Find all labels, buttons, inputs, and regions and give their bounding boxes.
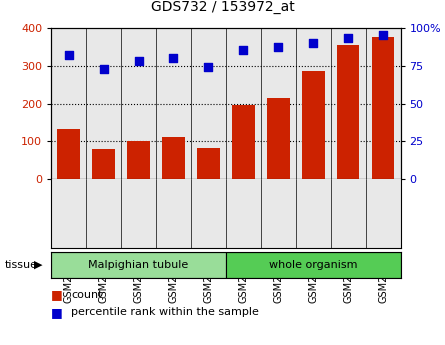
Point <box>380 32 387 38</box>
Text: Malpighian tubule: Malpighian tubule <box>89 260 189 270</box>
Point <box>240 48 247 53</box>
Bar <box>57 129 80 179</box>
Text: tissue: tissue <box>4 260 37 270</box>
Text: count: count <box>71 290 103 300</box>
Bar <box>337 45 360 179</box>
Point <box>170 55 177 61</box>
Bar <box>197 148 220 179</box>
Bar <box>267 98 290 179</box>
Point <box>275 45 282 50</box>
Point <box>205 64 212 70</box>
Text: percentile rank within the sample: percentile rank within the sample <box>71 307 259 317</box>
Point <box>344 36 352 41</box>
Point <box>310 40 317 46</box>
Bar <box>51 252 226 278</box>
Bar <box>232 105 255 179</box>
Bar <box>372 37 394 179</box>
Text: ■: ■ <box>51 306 63 319</box>
Text: ■: ■ <box>51 288 63 302</box>
Bar <box>162 137 185 179</box>
Bar <box>226 252 400 278</box>
Point <box>100 66 107 71</box>
Point <box>65 52 72 58</box>
Text: ▶: ▶ <box>33 260 42 270</box>
Bar <box>302 71 324 179</box>
Text: whole organism: whole organism <box>269 260 357 270</box>
Bar <box>92 149 115 179</box>
Point <box>135 58 142 64</box>
Bar <box>127 141 150 179</box>
Text: GDS732 / 153972_at: GDS732 / 153972_at <box>150 0 295 14</box>
